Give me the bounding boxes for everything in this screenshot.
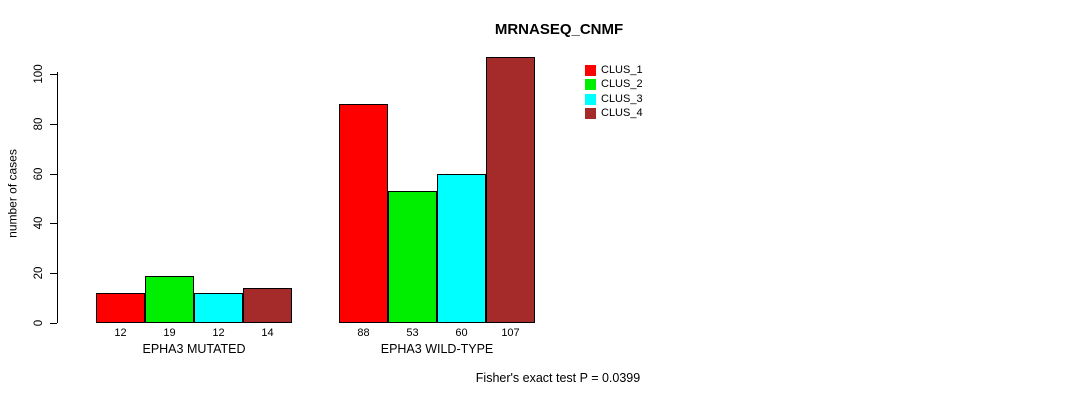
- bar: [437, 174, 486, 323]
- y-tick-label: 80: [33, 117, 45, 131]
- y-tick-label: 60: [33, 167, 45, 180]
- legend-swatch: [585, 108, 596, 120]
- legend-item: CLUS_3: [585, 92, 643, 107]
- bar-value-label: 53: [406, 327, 419, 339]
- y-tick-mark: [50, 223, 57, 225]
- y-tick-label: 0: [33, 319, 45, 327]
- bar-value-label: 88: [357, 327, 370, 339]
- legend-swatch: [585, 79, 596, 91]
- y-tick-mark: [50, 173, 57, 175]
- bar: [145, 276, 194, 323]
- y-tick-mark: [50, 273, 57, 275]
- legend-swatch: [585, 93, 596, 105]
- y-tick-mark: [50, 74, 57, 75]
- bar-value-label: 19: [163, 327, 176, 339]
- bar-value-label: 12: [212, 327, 225, 339]
- legend-swatch: [585, 64, 596, 76]
- bar-value-label: 107: [501, 327, 520, 339]
- legend-item-label: CLUS_2: [601, 78, 643, 91]
- bar-value-label: 14: [261, 327, 274, 339]
- legend-item: CLUS_4: [585, 107, 643, 122]
- legend-item-label: CLUS_3: [601, 92, 643, 105]
- bar: [194, 293, 243, 323]
- bar-value-label: 12: [114, 327, 127, 339]
- bar-value-label: 60: [455, 327, 468, 339]
- stats-annotation: Fisher's exact test P = 0.0399: [475, 371, 641, 385]
- y-tick-mark: [50, 323, 57, 324]
- y-axis-line: [57, 72, 58, 323]
- group-label: EPHA3 MUTATED: [142, 342, 246, 356]
- chart-title: MRNASEQ_CNMF: [494, 21, 624, 38]
- legend-item-label: CLUS_4: [601, 107, 643, 120]
- y-axis-label: number of cases: [5, 149, 20, 238]
- bar: [486, 57, 535, 323]
- bar: [388, 191, 437, 323]
- legend-item: CLUS_1: [585, 63, 643, 78]
- y-tick-mark: [50, 123, 57, 125]
- bar: [96, 293, 145, 323]
- legend-item-label: CLUS_1: [601, 63, 643, 76]
- y-tick-label: 20: [33, 266, 45, 280]
- bar: [243, 288, 292, 323]
- bar: [339, 104, 388, 323]
- y-tick-label: 40: [33, 217, 45, 230]
- y-tick-label: 100: [33, 64, 45, 84]
- group-label: EPHA3 WILD-TYPE: [380, 342, 494, 356]
- legend: CLUS_1 CLUS_2 CLUS_3 CLUS_4: [585, 63, 643, 121]
- legend-item: CLUS_2: [585, 78, 643, 93]
